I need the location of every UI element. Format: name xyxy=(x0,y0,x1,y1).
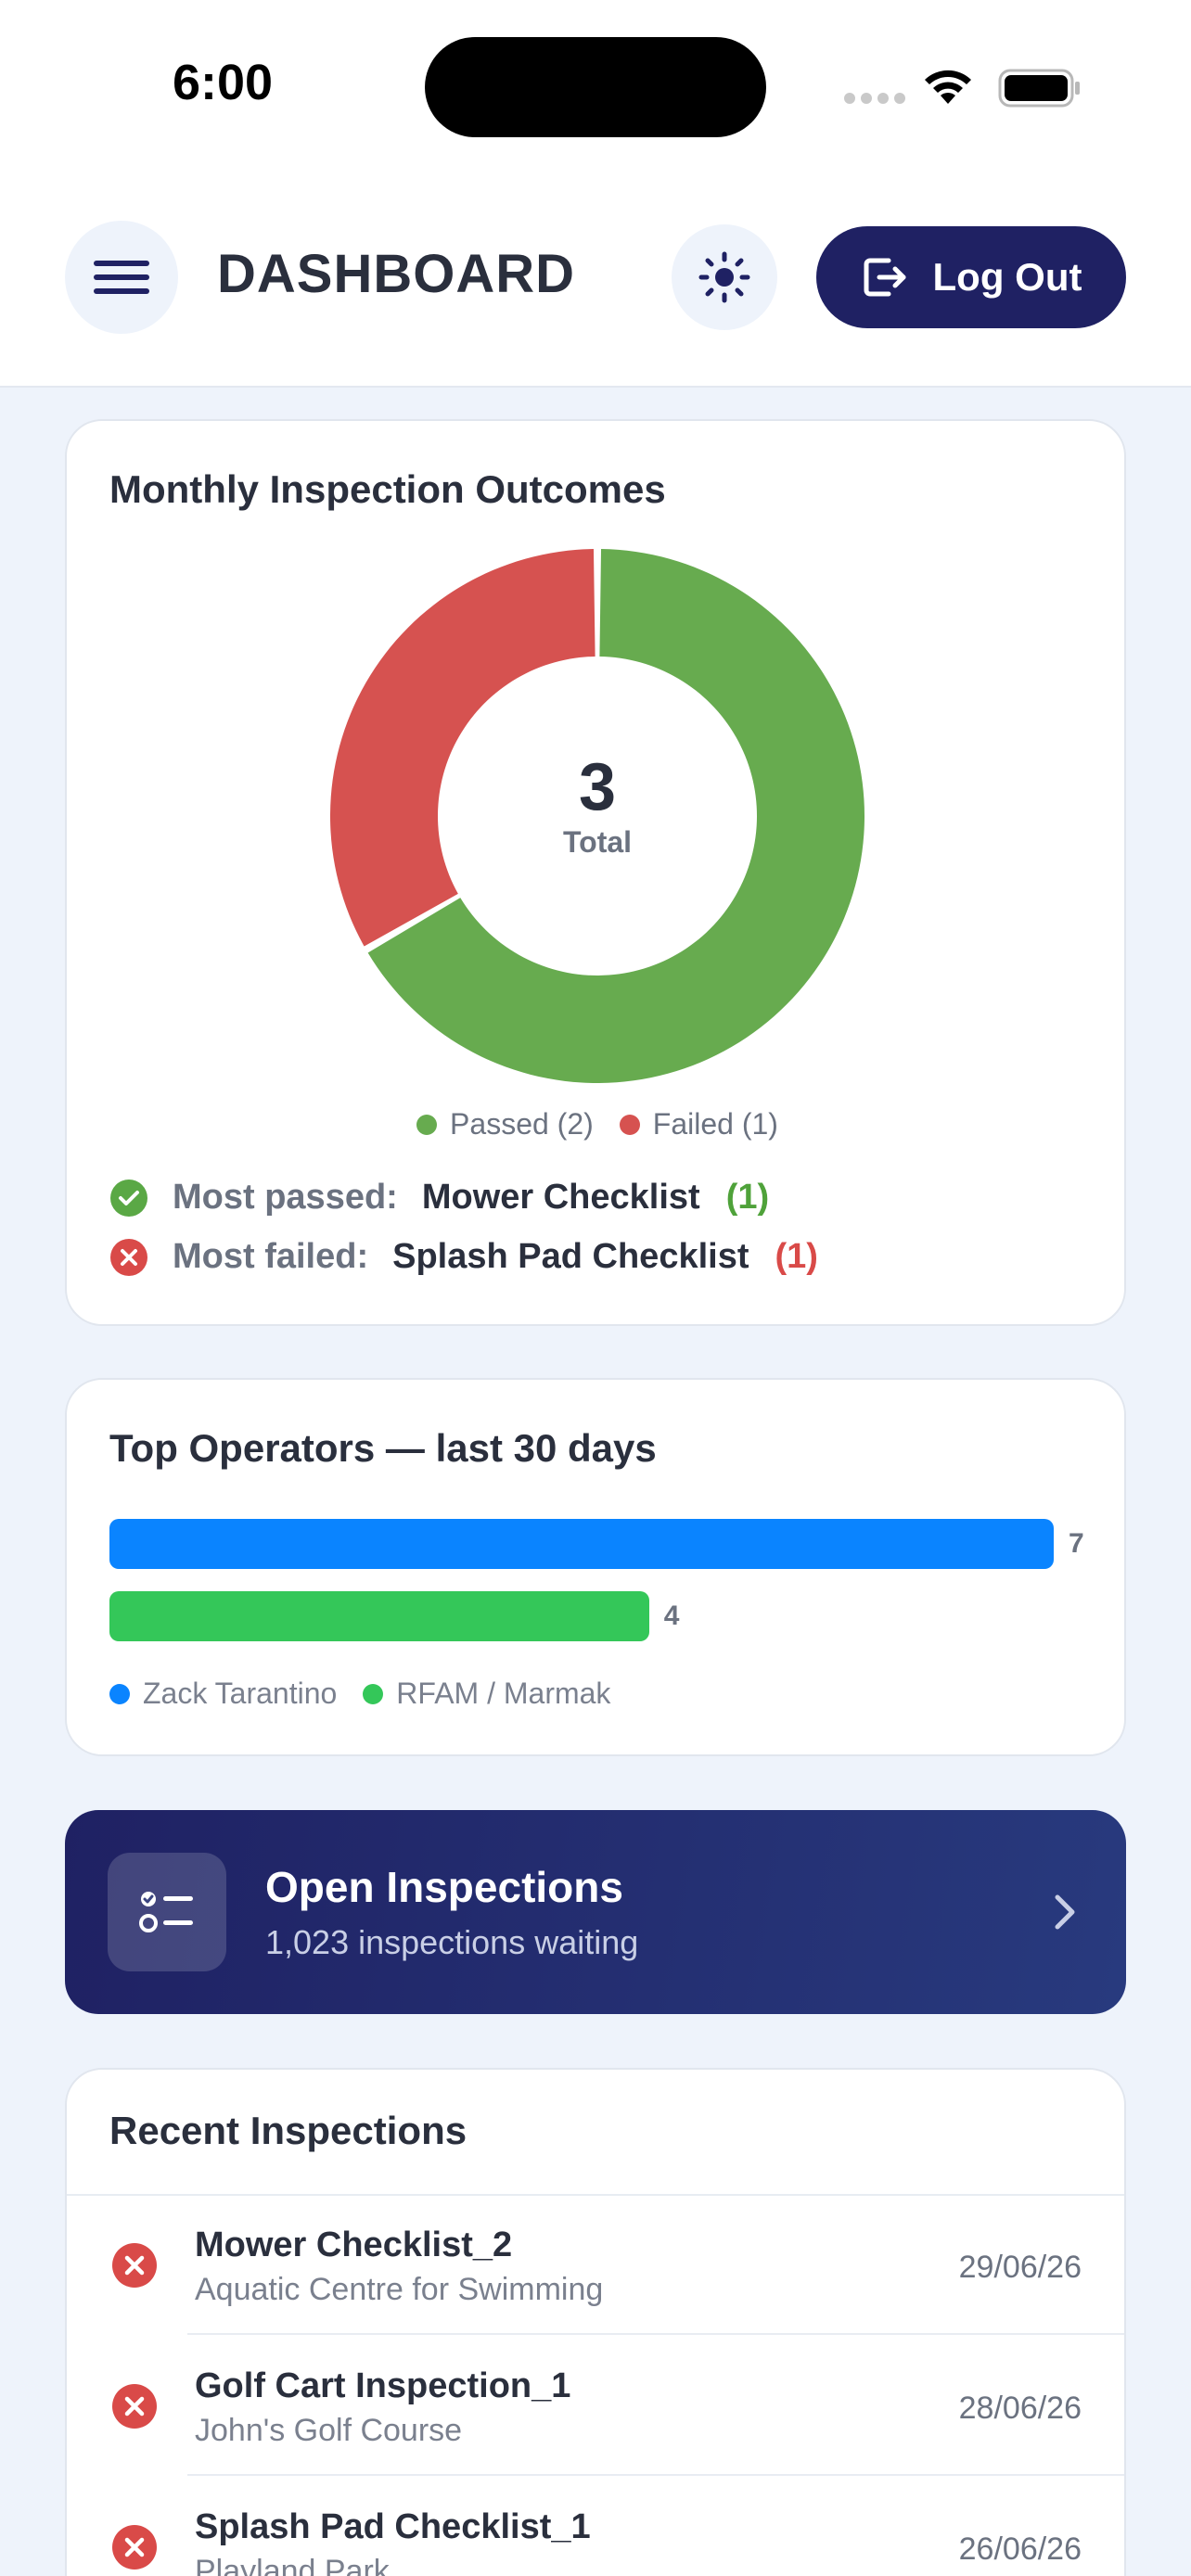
legend-operator-label: Zack Tarantino xyxy=(143,1677,338,1710)
operator-bar-value: 4 xyxy=(663,1600,680,1631)
legend-dot-passed xyxy=(416,1114,438,1135)
inspection-name: Splash Pad Checklist_1 xyxy=(195,2507,591,2546)
inspection-name: Golf Cart Inspection_1 xyxy=(195,2366,571,2405)
operators-legend: Zack Tarantino RFAM / Marmak xyxy=(109,1677,610,1711)
recent-title: Recent Inspections xyxy=(109,2109,467,2152)
most-failed-label: Most failed: xyxy=(173,1237,369,1276)
operator-bar xyxy=(109,1591,649,1641)
open-inspections-title: Open Inspections xyxy=(265,1863,623,1911)
recent-inspection-row[interactable]: Splash Pad Checklist_1 Playland Park 26/… xyxy=(67,2478,1124,2576)
inspection-location: Aquatic Centre for Swimming xyxy=(195,2272,604,2307)
legend-operator: RFAM / Marmak xyxy=(363,1677,610,1711)
divider xyxy=(67,2194,1124,2196)
logout-icon xyxy=(864,258,906,297)
operator-bar-value: 7 xyxy=(1069,1528,1084,1559)
legend-passed: Passed (2) xyxy=(416,1107,594,1141)
monthly-outcomes-card: Monthly Inspection Outcomes 3 Total Pass… xyxy=(65,419,1126,1326)
legend-dot-failed xyxy=(619,1114,640,1135)
app-header: DASHBOARD Log Out xyxy=(0,185,1191,388)
dynamic-island xyxy=(425,37,766,137)
inspection-date: 26/06/26 xyxy=(958,2531,1082,2567)
checklist-icon xyxy=(108,1853,226,1971)
menu-button[interactable] xyxy=(65,221,178,334)
recent-inspection-row[interactable]: Mower Checklist_2 Aquatic Centre for Swi… xyxy=(67,2196,1124,2335)
battery-icon xyxy=(998,69,1080,108)
outcomes-legend: Passed (2) Failed (1) xyxy=(67,1107,1128,1141)
open-inspections-banner[interactable]: Open Inspections 1,023 inspections waiti… xyxy=(65,1810,1126,2014)
failed-status-icon xyxy=(112,2384,157,2429)
inspection-name: Mower Checklist_2 xyxy=(195,2225,513,2264)
x-circle-icon xyxy=(109,1238,148,1277)
open-inspections-subtitle: 1,023 inspections waiting xyxy=(265,1923,639,1961)
inspection-date: 29/06/26 xyxy=(958,2250,1082,2285)
inspection-location: John's Golf Course xyxy=(195,2413,463,2448)
donut-slice-passed xyxy=(367,549,864,1083)
page-title: DASHBOARD xyxy=(217,244,575,304)
inspection-date: 28/06/26 xyxy=(958,2391,1082,2426)
legend-operator-label: RFAM / Marmak xyxy=(396,1677,611,1710)
most-failed-value: Splash Pad Checklist xyxy=(392,1237,749,1276)
outcomes-title: Monthly Inspection Outcomes xyxy=(109,467,666,511)
recent-inspection-row[interactable]: Golf Cart Inspection_1 John's Golf Cours… xyxy=(67,2337,1124,2476)
check-circle-icon xyxy=(109,1179,148,1218)
operator-bar xyxy=(109,1519,1054,1569)
failed-status-icon xyxy=(112,2243,157,2288)
theme-toggle-button[interactable] xyxy=(672,224,777,330)
legend-passed-label: Passed (2) xyxy=(450,1107,594,1141)
legend-dot-operator xyxy=(363,1683,384,1704)
donut-total-value: 3 xyxy=(578,750,617,824)
divider xyxy=(187,2474,1124,2476)
top-operators-card: Top Operators — last 30 days 7 4 Zack Ta… xyxy=(65,1378,1126,1756)
most-passed-row: Most passed: Mower Checklist (1) xyxy=(109,1178,769,1218)
sun-icon xyxy=(698,251,750,303)
status-bar: 6:00 xyxy=(0,0,1191,185)
inspection-location: Playland Park xyxy=(195,2554,390,2576)
legend-failed: Failed (1) xyxy=(619,1107,778,1141)
divider xyxy=(187,2333,1124,2335)
outcomes-donut-chart xyxy=(330,549,864,1083)
donut-slice-failed xyxy=(330,549,596,947)
donut-total-label: Total xyxy=(562,825,633,859)
operator-bar-row: 4 xyxy=(109,1591,679,1641)
logout-label: Log Out xyxy=(932,255,1082,299)
hamburger-icon xyxy=(94,261,149,294)
signal-icon xyxy=(844,93,905,104)
most-passed-value: Mower Checklist xyxy=(421,1178,700,1217)
most-failed-count: (1) xyxy=(775,1237,818,1276)
wifi-icon xyxy=(925,70,971,104)
most-failed-row: Most failed: Splash Pad Checklist (1) xyxy=(109,1237,818,1277)
legend-operator: Zack Tarantino xyxy=(109,1677,337,1711)
legend-dot-operator xyxy=(109,1683,130,1704)
legend-failed-label: Failed (1) xyxy=(652,1107,778,1141)
most-passed-label: Most passed: xyxy=(173,1178,398,1217)
operators-title: Top Operators — last 30 days xyxy=(109,1426,657,1470)
chevron-right-icon xyxy=(1055,1894,1075,1930)
operator-bar-row: 7 xyxy=(109,1519,1084,1569)
most-passed-count: (1) xyxy=(725,1178,770,1217)
status-time: 6:00 xyxy=(173,55,274,110)
failed-status-icon xyxy=(112,2525,157,2570)
recent-inspections-card: Recent Inspections Mower Checklist_2 Aqu… xyxy=(65,2068,1126,2576)
logout-button[interactable]: Log Out xyxy=(816,226,1126,328)
